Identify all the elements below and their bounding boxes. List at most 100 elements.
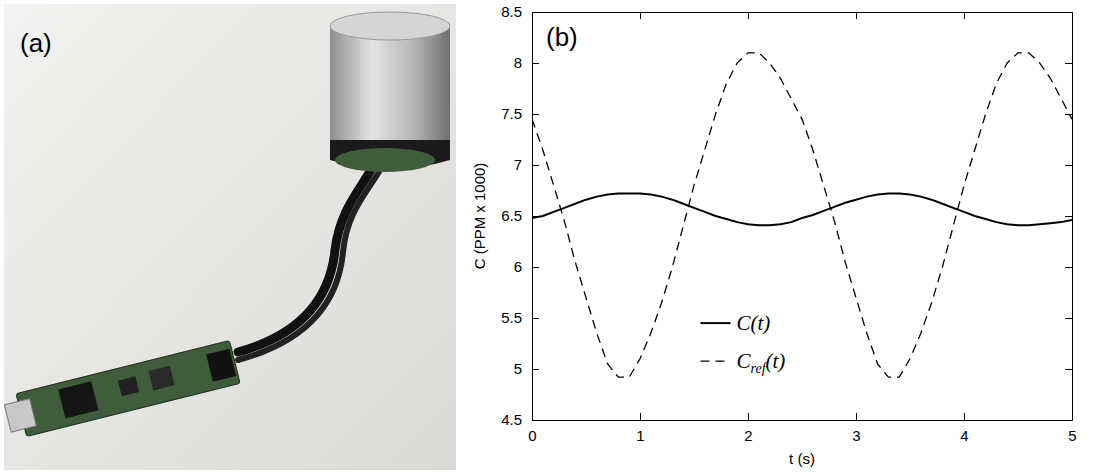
circuit-board <box>2 341 240 440</box>
tick-mark <box>532 63 539 64</box>
tick-mark <box>1065 369 1072 370</box>
y-axis: 4.5 5 5.5 6 6.5 7 7.5 8 8.5 <box>501 3 539 428</box>
connector <box>206 349 236 382</box>
tick <box>1065 114 1072 115</box>
legend-swatch <box>700 360 730 361</box>
tick-mark <box>532 420 539 421</box>
tick: 7 <box>514 156 539 173</box>
x-axis-top <box>533 12 1073 19</box>
tick-label: 6.5 <box>501 207 522 224</box>
legend-label: C(t) <box>736 311 770 335</box>
tick <box>964 12 965 19</box>
y-axis-title: C (PPM x 1000) <box>471 163 488 270</box>
tick-mark <box>1065 318 1072 319</box>
panel-label: (b) <box>546 22 578 52</box>
tick-mark <box>856 12 857 19</box>
chip <box>58 381 98 418</box>
tick-mark <box>532 369 539 370</box>
panel-label: (a) <box>20 28 52 58</box>
tick: 8 <box>514 54 539 71</box>
figure: (a) 0 1 2 3 4 5 4.5 5 5.5 6 6.5 7 7.5 8 8.5 t (s) C (PPM … <box>0 0 1096 475</box>
x-axis: 0 1 2 3 4 5 <box>528 413 1076 444</box>
tick: 8.5 <box>501 3 539 20</box>
tick-mark <box>856 413 857 420</box>
tick-label: 6 <box>514 258 522 275</box>
tick-mark <box>748 413 749 420</box>
tick-label: 5 <box>514 360 522 377</box>
sensor <box>330 12 450 172</box>
tick <box>640 12 641 19</box>
tick: 7.5 <box>501 105 539 122</box>
tick-label: 5 <box>1068 427 1076 444</box>
tick-label: 7 <box>514 156 522 173</box>
tick <box>1065 165 1072 166</box>
sensor-board <box>335 148 435 172</box>
tick <box>1065 216 1072 217</box>
x-axis-title: t (s) <box>789 450 815 467</box>
tick-label: 0 <box>528 427 536 444</box>
cable <box>238 170 380 360</box>
tick-mark <box>964 12 965 19</box>
tick: 5.5 <box>501 309 539 326</box>
tick <box>1065 318 1072 319</box>
photo-background <box>4 4 456 470</box>
board <box>16 341 240 437</box>
chip <box>148 366 174 391</box>
chart-panel: 0 1 2 3 4 5 4.5 5 5.5 6 6.5 7 7.5 8 8.5 t (s) C (PPM x 1… <box>471 3 1077 467</box>
tick-mark <box>532 165 539 166</box>
tick-label: 8 <box>514 54 522 71</box>
tick-mark <box>532 267 539 268</box>
legend: C(t) Cref(t) <box>700 311 785 376</box>
tick: 2 <box>744 413 752 444</box>
tick-mark <box>748 12 749 19</box>
tick: 6 <box>514 258 539 275</box>
tick-label: 3 <box>852 427 860 444</box>
plot-lines <box>532 53 1072 377</box>
axis-line <box>533 420 1073 421</box>
tick-mark <box>532 318 539 319</box>
tick-label: 8.5 <box>501 3 522 20</box>
tick-mark <box>1065 420 1072 421</box>
tick <box>1065 420 1072 421</box>
tick-mark <box>1065 63 1072 64</box>
tick-mark <box>1065 267 1072 268</box>
usb-connector <box>4 399 36 432</box>
tick: 6.5 <box>501 207 539 224</box>
tick <box>856 12 857 19</box>
series-line <box>532 194 1072 226</box>
legend-swatch <box>700 322 730 324</box>
tick <box>748 12 749 19</box>
chip <box>118 376 139 396</box>
tick-mark <box>640 12 641 19</box>
plot-background <box>532 12 1072 420</box>
tick-label: 2 <box>744 427 752 444</box>
tick <box>1065 12 1072 13</box>
tick-label: 7.5 <box>501 105 522 122</box>
photo-panel: (a) <box>2 4 456 470</box>
tick <box>1065 267 1072 268</box>
sensor-body <box>330 26 450 140</box>
tick-mark <box>1065 114 1072 115</box>
tick: 5 <box>514 360 539 377</box>
tick-label: 5.5 <box>501 309 522 326</box>
tick: 4.5 <box>501 411 539 428</box>
tick-mark <box>532 114 539 115</box>
tick-label: 4.5 <box>501 411 522 428</box>
tick-label: 1 <box>636 427 644 444</box>
tick-mark <box>1065 165 1072 166</box>
tick <box>1065 369 1072 370</box>
tick: 4 <box>960 413 968 444</box>
tick-mark <box>640 413 641 420</box>
tick <box>1065 63 1072 64</box>
axis-line <box>1072 13 1073 421</box>
legend-label: Cref(t) <box>736 349 785 376</box>
tick-mark <box>1065 12 1072 13</box>
axis-line <box>533 12 1073 13</box>
sensor-top <box>330 12 450 40</box>
tick-mark <box>964 413 965 420</box>
y-axis-right <box>1065 13 1073 421</box>
tick-label: 4 <box>960 427 968 444</box>
series-line <box>532 53 1072 377</box>
tick: 3 <box>852 413 860 444</box>
tick-mark <box>532 12 539 13</box>
